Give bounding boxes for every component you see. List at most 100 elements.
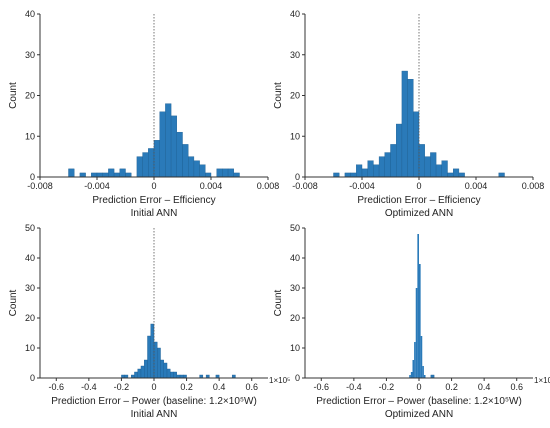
histogram-bar bbox=[401, 70, 408, 178]
histogram-bar bbox=[108, 168, 115, 178]
y-tick-label: 30 bbox=[290, 283, 300, 293]
x-tick-label: 0.4 bbox=[478, 382, 491, 392]
histogram-bar bbox=[96, 172, 103, 178]
histogram-bar bbox=[498, 172, 505, 178]
histogram-bar bbox=[435, 164, 443, 178]
histogram-bar bbox=[417, 234, 419, 378]
x-axis-label: Prediction Error – Power (baseline: 1.2×… bbox=[316, 396, 522, 407]
histogram-bar bbox=[413, 111, 420, 178]
x-tick-label: 0.008 bbox=[522, 181, 545, 191]
histogram-bar bbox=[222, 168, 229, 178]
panel-top-left: 0 10 20 30 40 -0.008 -0.004 0 0.004 0.008 Count Pre… bbox=[8, 9, 279, 219]
x-tick-label: 0 bbox=[416, 181, 421, 191]
y-tick-label: 20 bbox=[25, 313, 35, 323]
histogram-bar bbox=[384, 152, 391, 178]
x-tick-label: 0.6 bbox=[510, 382, 523, 392]
histogram-bar bbox=[102, 172, 109, 178]
histogram-bar bbox=[424, 156, 431, 178]
y-tick-label: 50 bbox=[290, 223, 300, 233]
y-tick-label: 30 bbox=[25, 50, 35, 60]
histogram-bar bbox=[350, 172, 357, 178]
histogram-bar bbox=[420, 336, 423, 378]
histogram-bar bbox=[142, 152, 149, 178]
x-axis-label: Prediction Error – Efficiency bbox=[92, 195, 215, 206]
panel-subtitle: Initial ANN bbox=[131, 208, 178, 219]
panel-subtitle: Initial ANN bbox=[131, 409, 178, 420]
histogram-bar bbox=[119, 168, 126, 178]
histogram-bar bbox=[333, 172, 340, 178]
x-tick-label: -0.4 bbox=[346, 382, 362, 392]
histogram-bar bbox=[422, 366, 424, 378]
histogram-bar bbox=[390, 144, 397, 178]
histogram-bar bbox=[182, 144, 189, 178]
y-tick-label: 40 bbox=[290, 253, 300, 263]
histogram-bar bbox=[441, 160, 448, 178]
histogram-bar bbox=[160, 359, 164, 379]
histogram-bar bbox=[410, 372, 413, 378]
histogram-bar bbox=[409, 375, 411, 378]
y-tick-label: 10 bbox=[25, 131, 35, 141]
histogram-bar bbox=[447, 172, 454, 178]
histogram-bar bbox=[165, 103, 172, 178]
x-tick-label: 0.6 bbox=[245, 382, 258, 392]
panel-subtitle: Optimized ANN bbox=[385, 409, 453, 420]
histogram-bar bbox=[361, 168, 368, 178]
histogram-bar bbox=[415, 288, 418, 378]
histogram-bar bbox=[163, 362, 168, 379]
histogram-bar bbox=[176, 131, 183, 178]
histogram-bar bbox=[68, 168, 75, 178]
x-tick-label: -0.004 bbox=[84, 181, 110, 191]
x-axis-exponent: 1×10⁵ bbox=[534, 376, 550, 385]
y-tick-label: 30 bbox=[290, 50, 300, 60]
y-tick-label: 50 bbox=[25, 223, 35, 233]
y-tick-label: 40 bbox=[25, 253, 35, 263]
histogram-bar bbox=[412, 360, 415, 378]
x-axis-label: Prediction Error – Efficiency bbox=[357, 195, 480, 206]
histogram-bar bbox=[166, 368, 171, 379]
panel-top-right: 0 10 20 30 40 -0.008 -0.004 0 0.004 0.008 Count Pre… bbox=[273, 9, 544, 219]
histogram-bar bbox=[79, 172, 86, 178]
histogram-bar bbox=[193, 160, 200, 178]
histogram-bar bbox=[159, 111, 166, 178]
histogram-bar bbox=[173, 371, 177, 379]
y-axis-label: Count bbox=[8, 82, 19, 109]
y-tick-label: 40 bbox=[25, 9, 35, 19]
x-tick-label: 0.004 bbox=[200, 181, 223, 191]
x-axis-label: Prediction Error – Power (baseline: 1.2×… bbox=[51, 396, 257, 407]
panel-bottom-left: 0 10 20 30 40 50 -0.6 -0.4 -0.2 0 0.2 0.4 0.6 1×10⁵ Co… bbox=[8, 223, 435, 420]
histogram-bar bbox=[227, 168, 235, 178]
histogram-bar bbox=[137, 368, 142, 379]
histogram-bar bbox=[367, 160, 374, 178]
x-tick-label: -0.008 bbox=[27, 181, 53, 191]
x-tick-label: -0.6 bbox=[314, 382, 330, 392]
histogram-bar bbox=[170, 371, 174, 379]
panel-bottom-right: 0 10 20 30 40 50 -0.6 -0.4 -0.2 0 0.2 0.4 0.6 1×10⁵ Co… bbox=[273, 223, 550, 420]
histogram-bar bbox=[144, 359, 148, 379]
x-tick-label: 0.004 bbox=[465, 181, 488, 191]
x-tick-label: 0.008 bbox=[257, 181, 280, 191]
x-tick-label: 0 bbox=[416, 382, 421, 392]
histogram-bar bbox=[205, 172, 212, 178]
histogram-bar bbox=[199, 164, 206, 178]
x-axis-exponent: 1×10⁵ bbox=[269, 376, 290, 385]
histogram-bar bbox=[344, 172, 351, 178]
histogram-bar bbox=[187, 156, 195, 178]
histogram-bar bbox=[396, 123, 403, 178]
y-tick-label: 10 bbox=[290, 343, 300, 353]
x-tick-label: -0.2 bbox=[379, 382, 395, 392]
histogram-bar bbox=[430, 152, 437, 178]
x-tick-label: -0.4 bbox=[81, 382, 97, 392]
x-tick-label: 0.4 bbox=[213, 382, 226, 392]
histogram-bar bbox=[153, 341, 158, 379]
histogram-bar bbox=[423, 375, 426, 378]
y-tick-label: 0 bbox=[295, 373, 300, 383]
y-tick-label: 0 bbox=[295, 172, 300, 182]
y-tick-label: 0 bbox=[30, 373, 35, 383]
y-tick-label: 30 bbox=[25, 283, 35, 293]
histogram-bar bbox=[356, 164, 363, 178]
histogram-bar bbox=[419, 264, 421, 378]
x-tick-label: -0.2 bbox=[114, 382, 130, 392]
x-tick-label: 0 bbox=[151, 181, 156, 191]
